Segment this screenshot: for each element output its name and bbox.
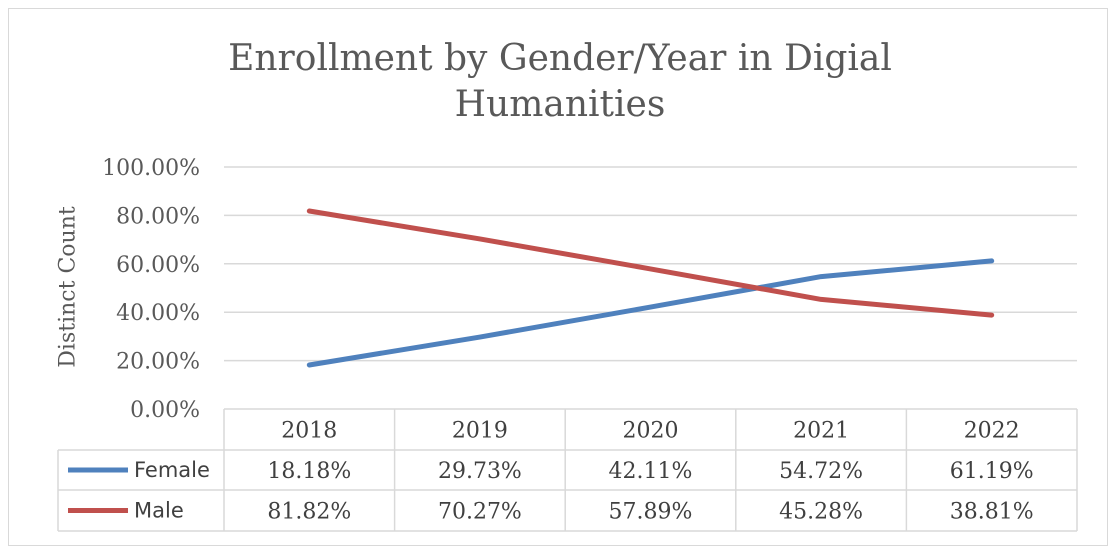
y-tick-label: 0.00% xyxy=(130,398,200,423)
category-label: 2019 xyxy=(452,419,508,444)
chart-frame xyxy=(8,8,1108,546)
series-line-female xyxy=(306,258,995,368)
data-label: 70.27% xyxy=(438,500,522,525)
data-label: 29.73% xyxy=(438,459,522,484)
chart-title-line-2: Humanities xyxy=(454,84,666,125)
data-label: 42.11% xyxy=(609,459,693,484)
series-lines xyxy=(306,208,995,368)
data-table: 2018 2019 2020 2021 2022 Female 18.18% 29.73% 42… xyxy=(57,408,1078,532)
series-line-male xyxy=(306,208,995,318)
data-label: 81.82% xyxy=(267,500,351,525)
data-label: 45.28% xyxy=(779,500,863,525)
y-tick-labels: 0.00% 20.00% 40.00% 60.00% 80.00% 100.00% xyxy=(102,156,200,423)
category-label: 2022 xyxy=(964,419,1020,444)
legend-label-female: Female xyxy=(134,458,210,482)
data-label: 38.81% xyxy=(950,500,1034,525)
data-label: 57.89% xyxy=(609,500,693,525)
y-tick-label: 40.00% xyxy=(116,301,200,326)
data-label: 54.72% xyxy=(779,459,863,484)
y-tick-label: 20.00% xyxy=(116,350,200,375)
category-label: 2021 xyxy=(793,419,849,444)
chart-title-line-1: Enrollment by Gender/Year in Digial xyxy=(228,38,892,79)
category-label: 2020 xyxy=(623,419,679,444)
chart-title: Enrollment by Gender/Year in Digial Huma… xyxy=(160,36,960,128)
y-tick-label: 100.00% xyxy=(102,156,200,181)
y-tick-label: 80.00% xyxy=(116,204,200,229)
data-label: 18.18% xyxy=(267,459,351,484)
y-tick-label: 60.00% xyxy=(116,253,200,278)
data-label: 61.19% xyxy=(950,459,1034,484)
legend-label-male: Male xyxy=(134,499,184,523)
category-label: 2018 xyxy=(281,419,337,444)
